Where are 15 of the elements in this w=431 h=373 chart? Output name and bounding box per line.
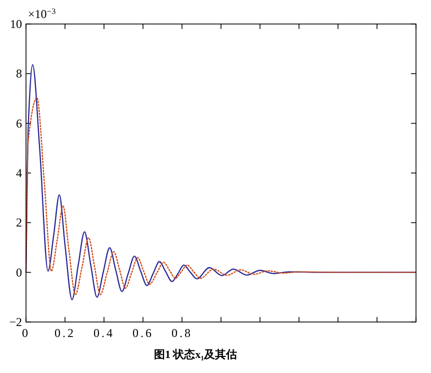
text: ×10$^{−3}$ xyxy=(28,6,56,21)
x-tick-label: 0.6 xyxy=(132,326,154,340)
line-series xyxy=(25,64,417,300)
y-tick-label: −2 xyxy=(9,315,22,329)
y-tick-label: 6 xyxy=(16,116,22,130)
y-tick-label: 8 xyxy=(16,66,22,81)
line-series xyxy=(25,97,417,296)
caption: 图1 状态x₁及其估 xyxy=(154,348,238,361)
y-tick-label: 4 xyxy=(16,166,22,180)
x-tick-label: 0.8 xyxy=(172,326,192,340)
y-tick-label: 2 xyxy=(16,216,22,230)
y-tick-label: 0 xyxy=(16,265,22,280)
x-tick-label: 0.4 xyxy=(94,326,114,340)
x-tick-label: 0.2 xyxy=(54,326,76,340)
y-tick-label: 10 xyxy=(10,17,22,31)
